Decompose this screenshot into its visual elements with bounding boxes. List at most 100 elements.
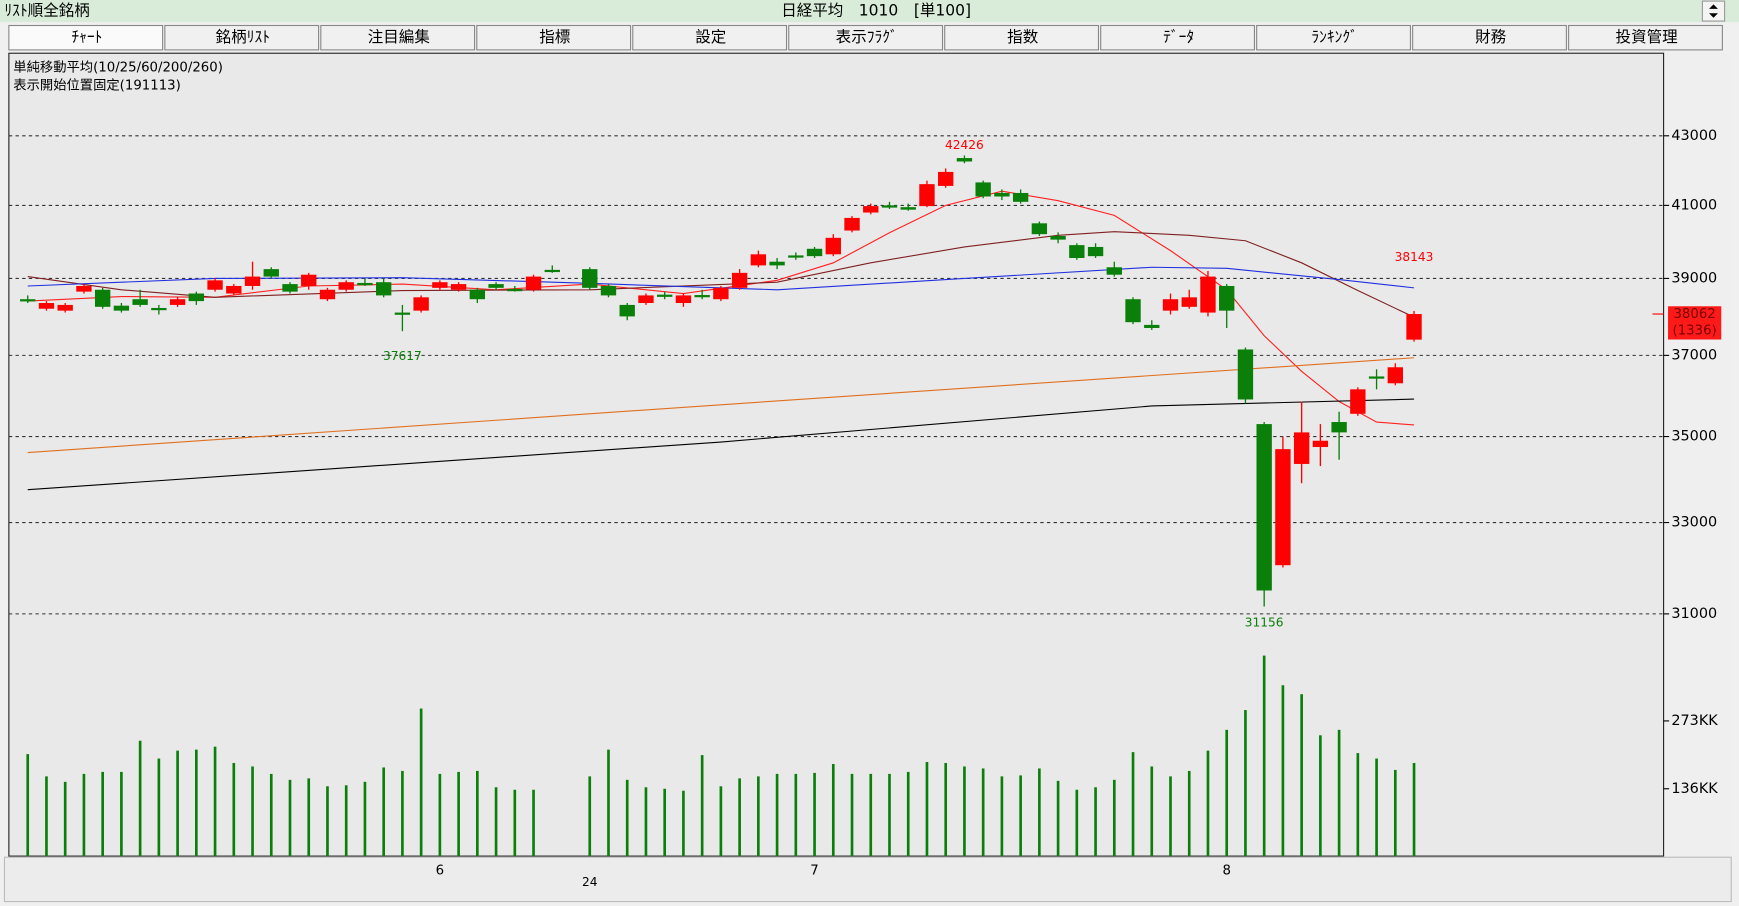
candle-body xyxy=(825,237,841,255)
price-annotation: 42426 xyxy=(945,138,984,152)
tab[interactable] xyxy=(1568,24,1723,51)
tab-label: ﾁｬｰﾄ xyxy=(71,28,102,46)
volume-bar xyxy=(157,758,161,857)
volume-bar xyxy=(45,776,48,857)
y-tick-label: 35000 xyxy=(1671,429,1717,445)
volume-bar xyxy=(1375,758,1378,857)
candle-body xyxy=(938,171,954,186)
tab-label: ﾃﾞｰﾀ xyxy=(1163,28,1194,46)
volume-bar xyxy=(925,762,929,857)
candle-body xyxy=(638,295,654,304)
spin-button[interactable] xyxy=(1701,0,1726,22)
tab-label: ﾗﾝｷﾝｸﾞ xyxy=(1311,28,1358,46)
candle-body xyxy=(244,276,261,286)
volume-bar xyxy=(382,767,386,857)
price-annotation: 31156 xyxy=(1245,616,1284,630)
tab[interactable] xyxy=(632,24,788,51)
volume-bar xyxy=(26,754,30,857)
volume-bar xyxy=(176,750,179,857)
tab[interactable] xyxy=(1100,24,1255,51)
volume-bar xyxy=(1281,685,1285,857)
candle-body xyxy=(1125,299,1141,323)
chart-area xyxy=(8,52,1665,857)
volume-bar xyxy=(63,781,67,857)
volume-bar xyxy=(700,755,704,857)
volume-bar xyxy=(813,772,816,857)
y-tick-label: 43000 xyxy=(1671,128,1717,144)
candle-body xyxy=(375,282,392,296)
candle-body xyxy=(994,192,1010,197)
volume-bar xyxy=(1337,729,1341,857)
info-line: 表示開始位置固定(191113) xyxy=(13,77,181,93)
volume-bar xyxy=(944,763,948,857)
volume-bar xyxy=(906,771,910,857)
volume-bar xyxy=(232,763,236,857)
candle-body xyxy=(525,276,542,290)
candle-body xyxy=(750,254,767,266)
candle-body xyxy=(1050,235,1066,240)
volume-bar xyxy=(588,776,592,857)
candle-body xyxy=(1162,299,1179,311)
volume-bar xyxy=(1150,766,1154,857)
candle-body xyxy=(582,269,598,288)
volume-bar xyxy=(401,770,404,857)
candle-body xyxy=(1312,440,1329,448)
volume-bar xyxy=(831,763,835,857)
candle-body xyxy=(731,272,748,288)
candle-body xyxy=(788,255,804,258)
tab[interactable] xyxy=(476,24,632,51)
volume-bar xyxy=(344,785,348,857)
header-center: 日経平均 1010 [単100] xyxy=(781,2,971,20)
volume-bar xyxy=(1000,776,1004,857)
x-tick-label: 8 xyxy=(1222,864,1230,879)
candle-body xyxy=(301,274,317,286)
volume-bar xyxy=(82,773,86,857)
tab[interactable] xyxy=(788,24,944,51)
tab[interactable] xyxy=(1256,24,1411,51)
volume-bar xyxy=(794,773,798,857)
candle-body xyxy=(469,289,486,300)
candle-body xyxy=(919,184,935,207)
volume-bar xyxy=(1112,779,1116,857)
candle-body xyxy=(1331,422,1347,433)
volume-bar xyxy=(644,787,648,857)
candle-body xyxy=(1106,267,1122,275)
candle-body xyxy=(169,299,186,305)
volume-bar xyxy=(138,740,142,857)
candle-body xyxy=(1200,276,1216,313)
volume-bar xyxy=(663,788,667,857)
volume-bar xyxy=(195,749,198,857)
header-bar xyxy=(0,0,1739,23)
candle-body xyxy=(132,299,148,305)
volume-bar xyxy=(326,786,329,857)
volume-bar xyxy=(1019,775,1022,857)
volume-bar xyxy=(120,771,123,857)
candle-body xyxy=(863,206,879,213)
tab[interactable] xyxy=(8,24,164,51)
candle-body xyxy=(432,282,448,288)
volume-bar xyxy=(1187,770,1191,857)
last-price: 38062 xyxy=(1673,307,1715,322)
candle-body xyxy=(1237,349,1254,400)
tab-bar: ﾁｬｰﾄ 銘柄ﾘｽﾄ 注目編集 指標 設定 表示ﾌﾗｸﾞ 指数 ﾃﾞｰﾀ ﾗﾝｷﾝｸﾞ 財務 投資管… xyxy=(8,24,1723,51)
candle-body xyxy=(76,285,92,292)
candle-body xyxy=(357,282,373,286)
tab[interactable] xyxy=(320,24,476,51)
price-annotation: 38143 xyxy=(1395,250,1434,264)
spin-arrows xyxy=(1709,4,1718,18)
tab[interactable] xyxy=(164,24,320,51)
candle-body xyxy=(900,207,916,210)
volume-bar xyxy=(1094,787,1097,857)
candle-body xyxy=(1293,432,1310,464)
right-axis-area xyxy=(1664,53,1732,857)
tab[interactable] xyxy=(1412,24,1567,51)
x-tick-label: 7 xyxy=(810,864,818,879)
tab[interactable] xyxy=(944,24,1100,51)
volume-bar xyxy=(457,771,460,857)
candle-body xyxy=(263,269,279,277)
volume-bar xyxy=(1131,752,1135,857)
candle-body xyxy=(94,289,111,307)
header-left: ﾘｽﾄ順全銘柄 xyxy=(4,2,89,20)
candle-body xyxy=(1181,297,1197,307)
y-tick-label: 37000 xyxy=(1671,347,1717,363)
